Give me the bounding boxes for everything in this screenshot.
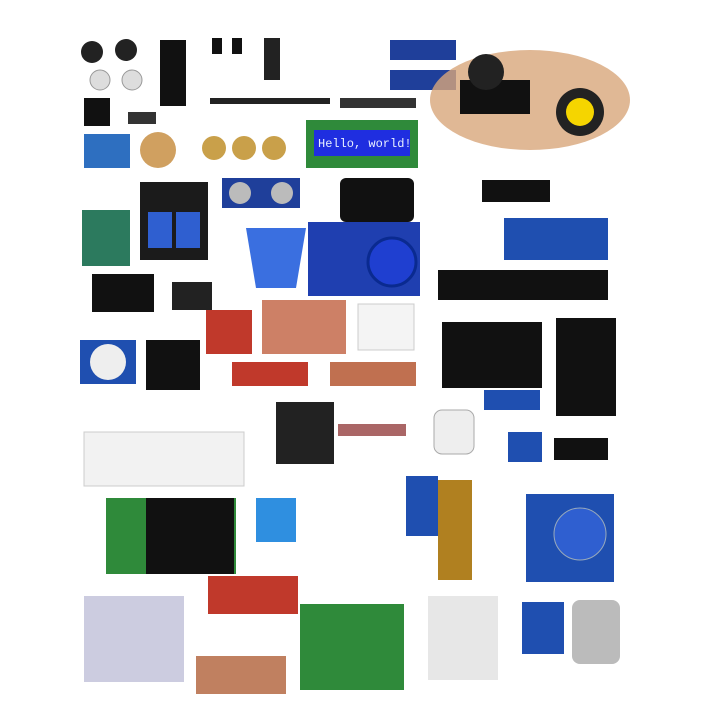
mini-breadboard bbox=[357, 303, 415, 351]
esp-module bbox=[556, 318, 616, 416]
power-module bbox=[92, 274, 154, 312]
sensor-board bbox=[390, 40, 456, 60]
bluetooth bbox=[504, 218, 608, 260]
soil-module bbox=[406, 476, 438, 536]
pir-dome bbox=[90, 344, 126, 380]
relay bbox=[508, 432, 542, 462]
water-sensor bbox=[232, 362, 308, 386]
touch-pad bbox=[553, 507, 607, 561]
ic-chip bbox=[264, 38, 280, 80]
battery-clip bbox=[172, 282, 212, 310]
water-pump bbox=[433, 409, 475, 455]
jumper-wires bbox=[262, 300, 346, 354]
potentiometer bbox=[232, 136, 256, 160]
buzzer bbox=[121, 69, 143, 91]
relay bbox=[522, 602, 564, 654]
transducer bbox=[229, 182, 251, 204]
buzzer bbox=[89, 69, 111, 91]
rfid-tag bbox=[366, 236, 418, 288]
ruler-pcb bbox=[438, 270, 608, 300]
servo bbox=[84, 134, 130, 168]
seven-seg-4 bbox=[160, 40, 186, 106]
jumper-wires bbox=[330, 362, 416, 386]
led-bargraph bbox=[482, 180, 550, 202]
buttons bbox=[340, 98, 416, 108]
stepper-motor bbox=[140, 132, 176, 168]
component bbox=[128, 112, 156, 124]
transducer bbox=[271, 182, 293, 204]
joystick bbox=[146, 340, 200, 390]
transistor bbox=[232, 38, 242, 54]
dht-sensor bbox=[256, 498, 296, 542]
wheel-hub bbox=[566, 98, 594, 126]
lcd-screen bbox=[314, 130, 410, 156]
pin-header bbox=[210, 98, 330, 104]
keypad bbox=[276, 402, 334, 464]
sensor-board bbox=[484, 390, 540, 410]
t-cobbler bbox=[208, 576, 298, 614]
seven-seg-1 bbox=[84, 98, 110, 126]
rain-sensor bbox=[442, 322, 542, 388]
soil-probe bbox=[438, 480, 472, 580]
transistor bbox=[212, 38, 222, 54]
wheel bbox=[468, 54, 504, 90]
lcd-text: Hello, world! bbox=[318, 137, 412, 151]
dc-motor bbox=[572, 600, 620, 664]
potentiometer bbox=[262, 136, 286, 160]
proto-pcb bbox=[300, 604, 404, 690]
module bbox=[82, 210, 130, 266]
ribbon-cable bbox=[196, 656, 286, 694]
resistors bbox=[84, 596, 184, 682]
buzzer bbox=[81, 41, 103, 63]
ic-chip bbox=[554, 438, 608, 460]
breadboard bbox=[83, 431, 245, 487]
keypad-cable bbox=[338, 424, 406, 436]
bracket bbox=[246, 228, 306, 288]
led-matrix bbox=[146, 498, 234, 574]
leds bbox=[428, 596, 498, 680]
motor-driver bbox=[206, 310, 252, 354]
relay bbox=[176, 212, 200, 248]
buzzer bbox=[115, 39, 137, 61]
ir-remote bbox=[340, 178, 414, 222]
relay bbox=[148, 212, 172, 248]
potentiometer bbox=[202, 136, 226, 160]
